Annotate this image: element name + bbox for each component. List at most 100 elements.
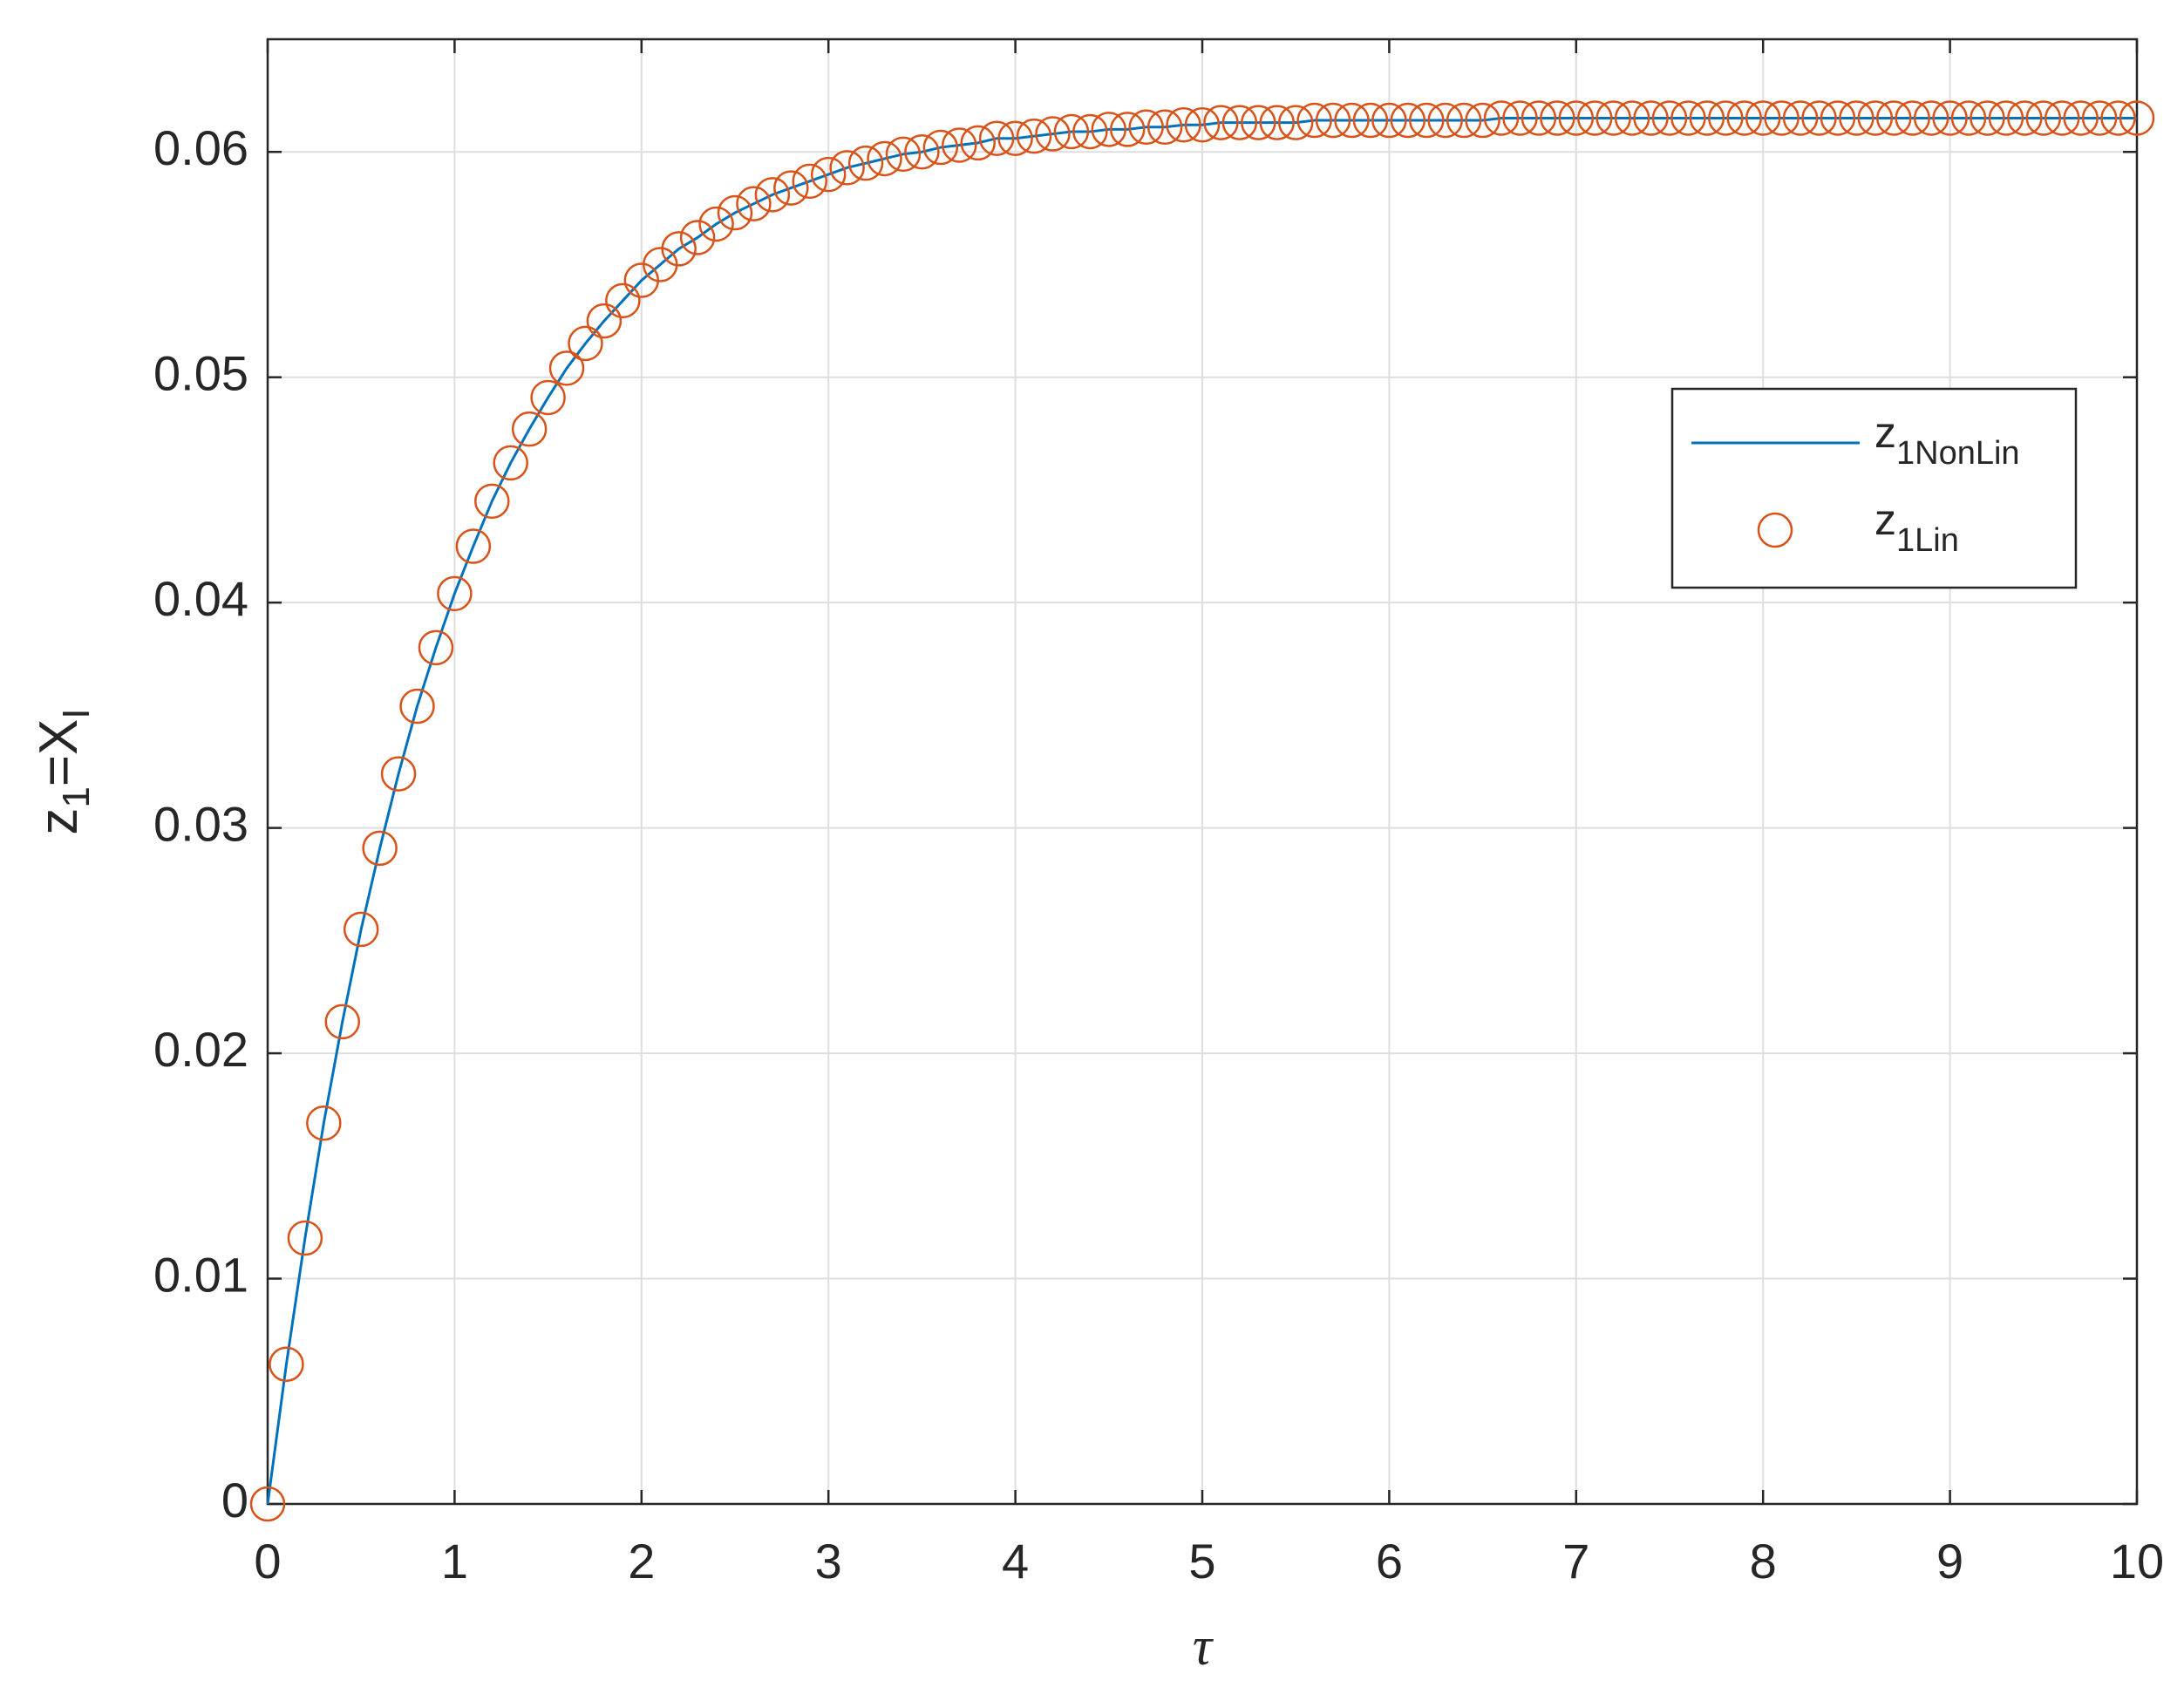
x-tick-label: 8 xyxy=(1750,1534,1777,1589)
data-point xyxy=(474,483,510,520)
data-point xyxy=(1782,100,1819,136)
data-point xyxy=(1427,102,1463,139)
data-point xyxy=(922,129,959,166)
data-point xyxy=(1764,100,1800,136)
y-axis-label-part: =X xyxy=(29,719,89,787)
data-point xyxy=(1576,100,1613,136)
data-point xyxy=(1651,100,1688,136)
y-tick-label: 0.03 xyxy=(153,796,248,851)
data-point xyxy=(1409,102,1445,139)
data-point xyxy=(1259,105,1296,140)
data-point xyxy=(586,303,623,339)
y-tick-label: 0.05 xyxy=(153,345,248,400)
data-point xyxy=(1876,100,1912,136)
data-point xyxy=(493,445,528,481)
data-point xyxy=(1726,100,1763,136)
data-point xyxy=(568,325,603,362)
data-point xyxy=(698,206,734,242)
data-point xyxy=(829,150,865,186)
data-point xyxy=(1483,100,1520,136)
y-tick-label: 0.02 xyxy=(153,1022,248,1077)
data-point xyxy=(362,830,398,867)
data-point xyxy=(1988,100,2024,136)
data-point xyxy=(1689,100,1725,136)
data-point xyxy=(343,911,379,948)
data-point xyxy=(1970,100,2005,136)
data-point xyxy=(249,1486,286,1522)
data-point xyxy=(1390,102,1426,139)
data-point xyxy=(1670,100,1706,136)
data-point xyxy=(1521,100,1557,136)
data-point xyxy=(1950,100,1987,136)
data-point xyxy=(2100,100,2136,136)
data-point xyxy=(2119,100,2155,136)
data-point xyxy=(904,133,940,170)
data-point xyxy=(437,575,473,612)
data-point xyxy=(2063,100,2099,136)
data-point xyxy=(1540,100,1575,136)
data-point xyxy=(1203,105,1239,140)
data-point xyxy=(1146,109,1183,146)
legend-box xyxy=(1670,387,2078,589)
data-point xyxy=(978,120,1015,156)
data-point xyxy=(306,1105,342,1141)
data-line xyxy=(266,116,2137,1505)
data-point xyxy=(269,1346,304,1383)
data-point xyxy=(511,411,548,447)
y-axis-label: z1=XI xyxy=(29,708,97,834)
data-point xyxy=(380,756,417,792)
data-point xyxy=(1857,100,1894,136)
y-axis-label-subscript: 1 xyxy=(55,786,98,807)
data-point xyxy=(1221,105,1258,140)
legend-marker xyxy=(1757,512,1793,548)
data-point xyxy=(1595,100,1631,136)
x-tick-label: 7 xyxy=(1562,1534,1589,1589)
x-tick-label: 9 xyxy=(1936,1534,1963,1589)
data-point xyxy=(997,120,1033,156)
data-point xyxy=(1241,105,1276,140)
data-point xyxy=(1932,100,1968,136)
data-point xyxy=(1315,102,1351,139)
data-point xyxy=(810,156,847,193)
data-point xyxy=(1820,100,1856,136)
data-point xyxy=(847,145,884,181)
data-point xyxy=(1109,112,1146,147)
data-point xyxy=(1558,100,1595,136)
data-point xyxy=(661,231,697,267)
data-point xyxy=(1465,102,1500,139)
y-tick-label: 0 xyxy=(221,1473,248,1527)
x-tick-label: 3 xyxy=(815,1534,842,1589)
x-tick-label: 2 xyxy=(628,1534,655,1589)
data-point xyxy=(1296,102,1332,139)
data-point xyxy=(1371,102,1407,139)
y-tick-label: 0.01 xyxy=(153,1247,248,1302)
data-point xyxy=(605,282,641,319)
data-point xyxy=(1128,109,1164,146)
data-point xyxy=(418,629,454,666)
data-point xyxy=(287,1220,323,1256)
x-tick-label: 1 xyxy=(441,1534,468,1589)
data-point xyxy=(1334,102,1370,139)
data-point xyxy=(455,528,492,564)
data-point xyxy=(1166,106,1201,143)
data-point xyxy=(399,688,435,725)
data-point xyxy=(548,350,585,386)
data-point xyxy=(1839,100,1874,136)
data-point xyxy=(1016,118,1052,154)
data-point xyxy=(679,220,716,255)
data-point xyxy=(1035,116,1071,152)
x-tick-label: 4 xyxy=(1002,1534,1029,1589)
data-point xyxy=(1352,102,1389,139)
data-point xyxy=(2044,100,2080,136)
data-point xyxy=(1708,100,1744,136)
x-tick-label: 10 xyxy=(2110,1534,2164,1589)
data-point xyxy=(1053,113,1090,150)
x-tick-label: 0 xyxy=(254,1534,281,1589)
y-axis-label-part: z xyxy=(29,808,89,835)
y-axis-label-subscript: I xyxy=(55,708,98,718)
data-point xyxy=(530,379,566,416)
data-point xyxy=(2007,100,2043,136)
data-point xyxy=(942,127,977,163)
